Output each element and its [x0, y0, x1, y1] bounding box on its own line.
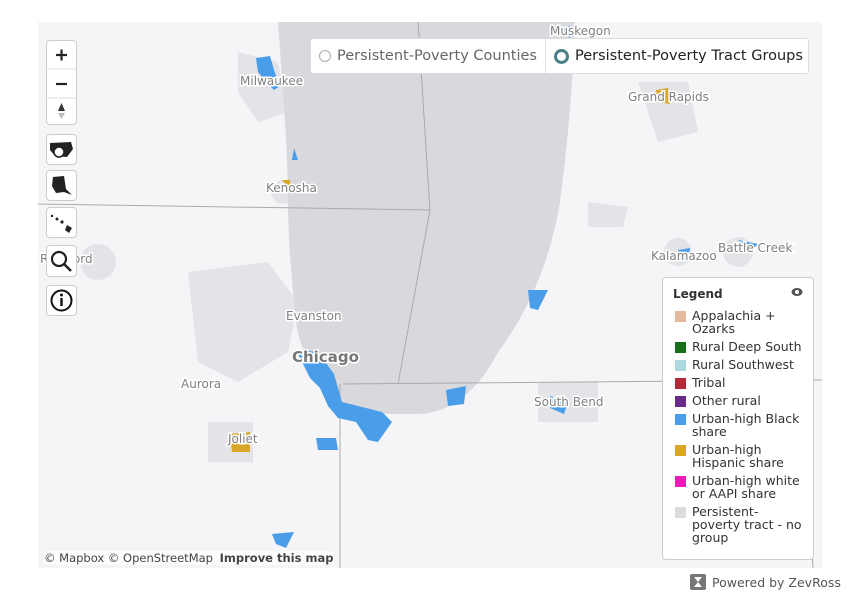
alaska-button[interactable] [46, 170, 77, 201]
legend-swatch [675, 360, 686, 371]
map-label: Muskegon [550, 24, 611, 38]
zoom-controls [46, 40, 77, 125]
legend-toggle[interactable] [791, 287, 803, 297]
legend-label: Persistent-poverty tract - no group [692, 504, 802, 545]
legend-item: Urban-high white or AAPI share [673, 474, 803, 500]
legend-label: Rural Deep South [692, 339, 802, 354]
legend-item: Tribal [673, 376, 803, 389]
option-label: Persistent-Poverty Tract Groups [574, 48, 803, 64]
legend-item: Persistent-poverty tract - no group [673, 505, 803, 544]
map-label: Battle Creek [718, 241, 792, 255]
legend-item: Urban-high Hispanic share [673, 443, 803, 469]
legend-items: Appalachia + Ozarks Rural Deep South Rural… [673, 309, 803, 544]
legend-item: Rural Deep South [673, 340, 803, 353]
map-label: Grand Rapids [628, 90, 709, 104]
legend-item: Other rural [673, 394, 803, 407]
legend-label: Urban-high white or AAPI share [692, 473, 800, 501]
attribution-improve[interactable]: Improve this map [219, 551, 334, 565]
legend-swatch [675, 476, 686, 487]
legend-swatch [675, 445, 686, 456]
legend-label: Appalachia + Ozarks [692, 308, 776, 336]
legend-title: Legend [673, 287, 723, 301]
legend-swatch [675, 507, 686, 518]
us-view-button[interactable] [46, 134, 77, 165]
legend-swatch [675, 378, 686, 389]
legend-item: Appalachia + Ozarks [673, 309, 803, 335]
map-label: Kenosha [266, 181, 317, 195]
legend-swatch [675, 311, 686, 322]
tracts-hispanic [230, 88, 670, 452]
layer-toggle: Persistent-Poverty Counties Persistent-P… [310, 38, 809, 74]
zoom-icons [47, 49, 76, 119]
footer-text[interactable]: Powered by ZevRoss [712, 574, 841, 590]
legend-item: Urban-high Black share [673, 412, 803, 438]
map-label: South Bend [534, 395, 604, 409]
legend: Legend Appalachia + Ozarks Rural Deep Sou… [662, 277, 814, 560]
urban-areas [80, 52, 753, 462]
map-label: Kalamazoo [651, 249, 717, 263]
lake-michigan [278, 22, 575, 414]
legend-label: Urban-high Black share [692, 411, 800, 439]
legend-label: Urban-high Hispanic share [692, 442, 784, 470]
legend-swatch [675, 342, 686, 353]
legend-item: Rural Southwest [673, 358, 803, 371]
map-label: Chicago [292, 348, 359, 366]
legend-label: Tribal [692, 375, 726, 390]
legend-swatch [675, 396, 686, 407]
map-label: Milwaukee [240, 74, 303, 88]
tracts-black [256, 26, 758, 548]
legend-label: Other rural [692, 393, 761, 408]
attribution: © Mapbox © OpenStreetMap Improve this ma… [44, 551, 334, 565]
radio-option[interactable]: Persistent-Poverty Tract Groups [544, 39, 811, 73]
legend-label: Rural Southwest [692, 357, 794, 372]
attribution-mapbox[interactable]: © Mapbox [44, 551, 105, 565]
hawaii-button[interactable] [46, 207, 77, 238]
legend-swatch [675, 414, 686, 425]
info-button[interactable] [46, 285, 77, 316]
footer: Powered by ZevRoss [690, 574, 841, 590]
radio-option[interactable]: Persistent-Poverty Counties [311, 39, 545, 73]
attribution-osm[interactable]: © OpenStreetMap [107, 551, 213, 565]
map-label: Evanston [286, 309, 342, 323]
map-label: Aurora [181, 377, 221, 391]
map-label: Joliet [227, 432, 258, 446]
search-button[interactable] [46, 245, 77, 277]
option-label: Persistent-Poverty Counties [337, 48, 537, 64]
